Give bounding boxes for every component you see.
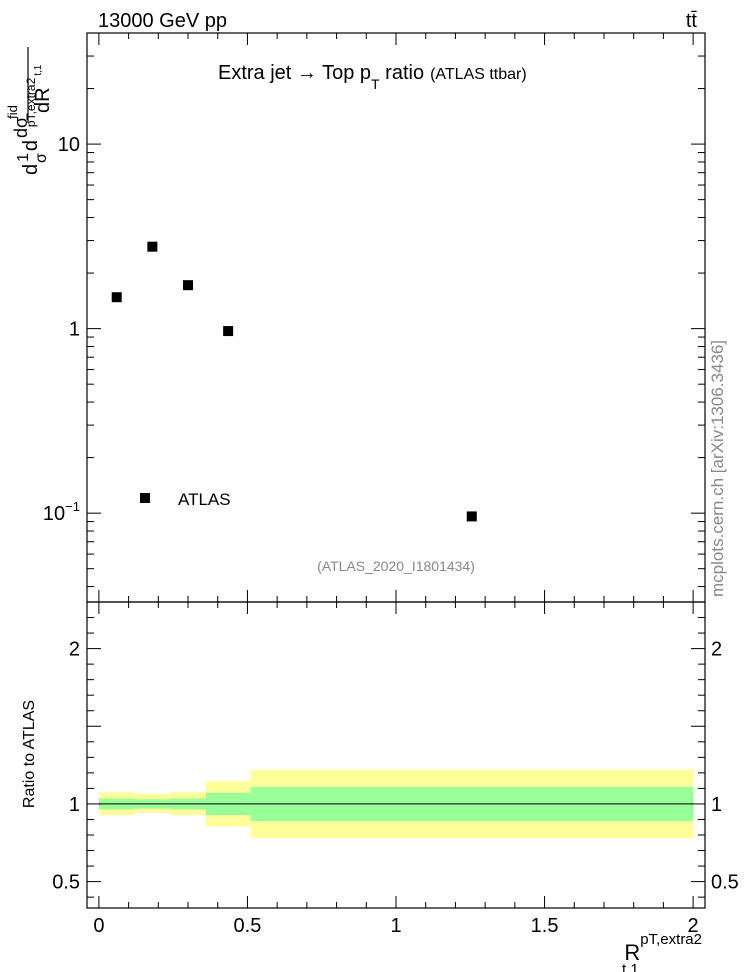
analysis-annotation: (ATLAS_2020_I1801434) [317, 558, 475, 574]
title-main: Extra jet → Top p [218, 62, 371, 84]
axis-ticks: 0 0.5 1 1.5 2 10 1 10−1 2 2 1 1 0.5 0.5 [43, 32, 739, 937]
ratio-y-tick-label-right: 2 [711, 639, 722, 661]
x-tick-label: 1.5 [531, 915, 559, 937]
process-label: tt̄ [686, 10, 698, 32]
x-tick-label: 0 [93, 915, 104, 937]
x-tick-label: 2 [688, 915, 699, 937]
chart-title: Extra jet → Top pT ratio (ATLAS ttbar) [218, 62, 527, 92]
data-point-1 [147, 241, 158, 252]
title-main-after: ratio [380, 62, 424, 84]
data-point-2 [183, 280, 194, 291]
y-tick-label: 10−1 [43, 499, 80, 525]
y-tick-label: 1 [69, 319, 80, 341]
ratio-y-tick-label: 2 [69, 639, 80, 661]
x-tick-label: 0.5 [234, 915, 262, 937]
data-point-3 [223, 326, 234, 337]
title-sub: (ATLAS ttbar) [430, 66, 527, 83]
y-axis-label: d1σddσfid pT,extra2t,1 dR [5, 47, 54, 175]
legend-marker [140, 493, 150, 503]
main-panel-frame [86, 32, 706, 603]
ratio-panel-frame [86, 601, 706, 909]
data-point-0 [111, 292, 122, 303]
ratio-y-tick-label-right: 0.5 [711, 872, 739, 894]
data-points [111, 241, 477, 522]
x-axis-label: RpT,extra2 t,1 [622, 931, 702, 972]
ratio-y-label: Ratio to ATLAS [21, 700, 38, 808]
svg-text:Extra jet → Top pT ratio(ATLAS: Extra jet → Top pT ratio (ATLAS ttbar) [218, 62, 527, 92]
mcplots-watermark: mcplots.cern.ch [arXiv:1306.3436] [708, 340, 727, 597]
data-point-4 [466, 511, 477, 522]
ratio-y-tick-label-right: 1 [711, 794, 722, 816]
x-tick-label: 1 [390, 915, 401, 937]
y-axis-label-dr: dR [32, 87, 54, 113]
ratio-y-tick-label: 0.5 [52, 872, 80, 894]
svg-text:RpT,extra2t,1: RpT,extra2 t,1 [622, 931, 702, 972]
legend-label: ATLAS [178, 490, 231, 509]
ratio-bands [98, 769, 694, 839]
y-tick-label: 10 [58, 134, 80, 156]
ratio-y-tick-label: 1 [69, 794, 80, 816]
energy-label: 13000 GeV pp [98, 10, 227, 32]
legend: ATLAS [140, 490, 231, 509]
title-subscript: T [371, 76, 380, 92]
